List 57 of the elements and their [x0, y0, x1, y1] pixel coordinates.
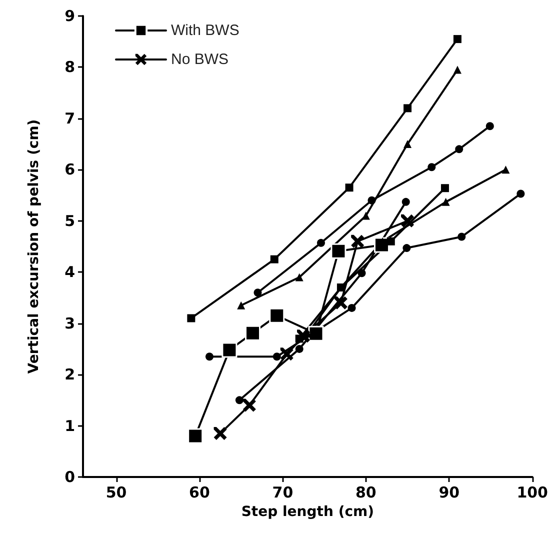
point — [308, 326, 324, 342]
point — [402, 198, 410, 206]
y-tick-label: 4 — [64, 263, 75, 282]
point — [428, 163, 436, 172]
y-tick-label: 1 — [64, 416, 75, 435]
point — [440, 184, 449, 192]
point — [453, 66, 462, 74]
point — [442, 198, 450, 206]
point — [348, 304, 356, 312]
point — [386, 237, 395, 246]
y-axis-title: Vertical excursion of pelvis (cm) — [26, 119, 42, 374]
point — [269, 308, 285, 324]
x-tick-label: 80 — [355, 484, 376, 502]
y-tick-label: 5 — [64, 212, 75, 230]
y-tick-label: 6 — [64, 160, 75, 179]
point — [245, 325, 260, 341]
legend-label: With BWS — [171, 22, 240, 39]
point — [330, 243, 346, 259]
point — [316, 238, 325, 247]
point — [358, 269, 366, 278]
legend-label: No BWS — [171, 51, 229, 68]
x-tick-label: 50 — [106, 484, 127, 502]
point — [188, 428, 204, 444]
point — [502, 166, 510, 174]
y-tick-label: 2 — [64, 366, 75, 384]
point — [222, 342, 238, 358]
point — [270, 255, 278, 264]
y-tick-label: 9 — [64, 7, 75, 25]
point — [254, 288, 262, 297]
x-axis-title: Step length (cm) — [241, 504, 374, 520]
point — [345, 184, 354, 192]
x-tick-label: 60 — [189, 484, 210, 502]
x-tick-label: 90 — [438, 484, 460, 502]
x-tick-label: 70 — [272, 484, 294, 502]
point — [205, 352, 214, 361]
point — [455, 145, 464, 154]
point — [187, 314, 196, 322]
point — [486, 122, 494, 130]
point — [336, 283, 345, 292]
point — [404, 104, 412, 112]
point — [362, 212, 370, 220]
point — [237, 301, 246, 310]
point — [458, 232, 466, 241]
y-tick-label: 7 — [64, 109, 75, 128]
y-tick-label: 8 — [64, 58, 75, 76]
point — [368, 196, 376, 204]
point — [402, 244, 411, 252]
y-tick-label: 3 — [64, 314, 75, 332]
point — [235, 396, 244, 404]
point — [295, 273, 304, 282]
point — [404, 140, 412, 148]
x-tick-label: 100 — [516, 484, 548, 502]
point — [516, 190, 525, 198]
point — [453, 35, 462, 44]
y-tick-label: 0 — [64, 468, 75, 486]
point — [272, 352, 281, 361]
point — [295, 344, 304, 353]
